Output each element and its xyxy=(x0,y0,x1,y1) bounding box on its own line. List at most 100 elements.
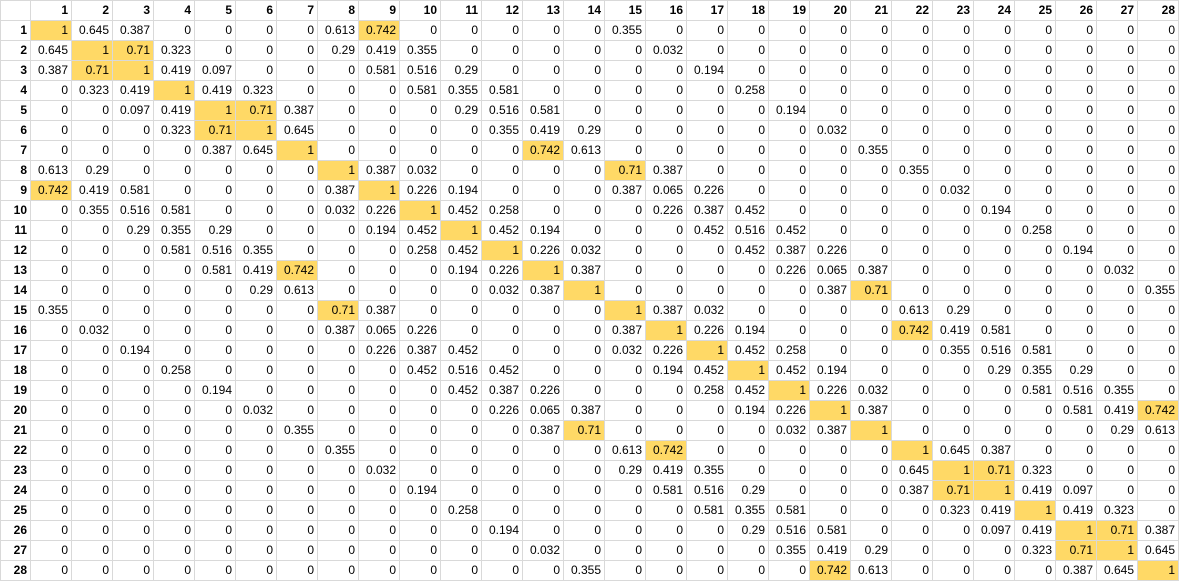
cell[interactable]: 0.387 xyxy=(809,280,851,301)
cell[interactable]: 0 xyxy=(932,360,974,381)
cell[interactable]: 0 xyxy=(194,320,236,341)
cell[interactable]: 0.452 xyxy=(727,380,769,401)
cell[interactable]: 0 xyxy=(891,20,933,41)
cell[interactable]: 0 xyxy=(973,420,1015,441)
cell[interactable]: 0 xyxy=(932,260,974,281)
cell[interactable]: 0 xyxy=(850,500,892,521)
cell[interactable]: 0 xyxy=(481,300,523,321)
cell[interactable]: 0.29 xyxy=(235,280,277,301)
cell[interactable]: 0 xyxy=(153,260,195,281)
cell[interactable]: 0 xyxy=(932,220,974,241)
cell[interactable]: 0 xyxy=(358,400,400,421)
cell[interactable]: 0 xyxy=(891,500,933,521)
cell[interactable]: 0 xyxy=(727,120,769,141)
cell[interactable]: 0 xyxy=(71,480,113,501)
cell[interactable]: 0.387 xyxy=(973,440,1015,461)
cell[interactable]: 0.29 xyxy=(850,540,892,561)
cell[interactable]: 0 xyxy=(973,180,1015,201)
cell[interactable]: 0 xyxy=(276,300,318,321)
cell[interactable]: 0 xyxy=(399,520,441,541)
cell[interactable]: 0 xyxy=(645,540,687,561)
cell[interactable]: 1 xyxy=(727,360,769,381)
cell[interactable]: 0 xyxy=(850,20,892,41)
cell[interactable]: 0.71 xyxy=(932,480,974,501)
cell[interactable]: 0.032 xyxy=(686,300,728,321)
cell[interactable]: 0 xyxy=(1055,100,1097,121)
cell[interactable]: 0.387 xyxy=(768,240,810,261)
cell[interactable]: 0 xyxy=(563,180,605,201)
cell[interactable]: 0.452 xyxy=(440,340,482,361)
cell[interactable]: 0 xyxy=(112,280,154,301)
cell[interactable]: 1 xyxy=(30,20,72,41)
cell[interactable]: 0.645 xyxy=(1096,560,1138,581)
cell[interactable]: 0 xyxy=(235,180,277,201)
cell[interactable]: 1 xyxy=(358,180,400,201)
cell[interactable]: 0.097 xyxy=(112,100,154,121)
cell[interactable]: 0.29 xyxy=(563,120,605,141)
cell[interactable]: 0.387 xyxy=(358,300,400,321)
cell[interactable]: 0 xyxy=(317,340,359,361)
cell[interactable]: 0 xyxy=(481,540,523,561)
cell[interactable]: 0.387 xyxy=(645,300,687,321)
cell[interactable]: 0.419 xyxy=(522,120,564,141)
cell[interactable]: 0.419 xyxy=(153,60,195,81)
cell[interactable]: 0 xyxy=(891,220,933,241)
column-header[interactable]: 10 xyxy=(399,0,441,21)
cell[interactable]: 0 xyxy=(358,280,400,301)
cell[interactable]: 0.581 xyxy=(522,100,564,121)
cell[interactable]: 0 xyxy=(563,100,605,121)
column-header[interactable]: 13 xyxy=(522,0,564,21)
cell[interactable]: 0 xyxy=(153,320,195,341)
cell[interactable]: 1 xyxy=(522,260,564,281)
cell[interactable]: 0 xyxy=(522,360,564,381)
cell[interactable]: 0 xyxy=(809,60,851,81)
cell[interactable]: 0 xyxy=(30,480,72,501)
cell[interactable]: 0.387 xyxy=(276,100,318,121)
row-header[interactable]: 9 xyxy=(0,180,31,201)
cell[interactable]: 0 xyxy=(317,140,359,161)
cell[interactable]: 0.258 xyxy=(686,380,728,401)
cell[interactable]: 0 xyxy=(522,480,564,501)
cell[interactable]: 0 xyxy=(686,400,728,421)
cell[interactable]: 0.452 xyxy=(481,220,523,241)
cell[interactable]: 0.355 xyxy=(1096,380,1138,401)
cell[interactable]: 0 xyxy=(112,480,154,501)
cell[interactable]: 0 xyxy=(194,300,236,321)
cell[interactable]: 0.258 xyxy=(440,500,482,521)
cell[interactable]: 0 xyxy=(522,60,564,81)
cell[interactable]: 0.613 xyxy=(850,560,892,581)
column-header[interactable]: 25 xyxy=(1014,0,1056,21)
row-header[interactable]: 8 xyxy=(0,160,31,181)
cell[interactable]: 0 xyxy=(481,160,523,181)
cell[interactable]: 0 xyxy=(1137,180,1179,201)
cell[interactable]: 0.581 xyxy=(112,180,154,201)
cell[interactable]: 0.387 xyxy=(891,480,933,501)
cell[interactable]: 0.355 xyxy=(1014,360,1056,381)
cell[interactable]: 0.29 xyxy=(1096,420,1138,441)
cell[interactable]: 0 xyxy=(1096,360,1138,381)
cell[interactable]: 0.387 xyxy=(563,260,605,281)
cell[interactable]: 0 xyxy=(1137,160,1179,181)
cell[interactable]: 0.581 xyxy=(809,520,851,541)
cell[interactable]: 0.065 xyxy=(809,260,851,281)
row-header[interactable]: 24 xyxy=(0,480,31,501)
cell[interactable]: 0 xyxy=(645,240,687,261)
cell[interactable]: 0 xyxy=(276,520,318,541)
cell[interactable]: 0 xyxy=(768,480,810,501)
cell[interactable]: 0 xyxy=(891,100,933,121)
row-header[interactable]: 17 xyxy=(0,340,31,361)
cell[interactable]: 0.355 xyxy=(850,140,892,161)
cell[interactable]: 0 xyxy=(1137,80,1179,101)
cell[interactable]: 0 xyxy=(522,180,564,201)
cell[interactable]: 0 xyxy=(973,140,1015,161)
cell[interactable]: 0 xyxy=(440,460,482,481)
cell[interactable]: 0.194 xyxy=(768,100,810,121)
cell[interactable]: 0 xyxy=(522,320,564,341)
cell[interactable]: 0 xyxy=(276,440,318,461)
cell[interactable]: 0.29 xyxy=(973,360,1015,381)
cell[interactable]: 0 xyxy=(1096,460,1138,481)
cell[interactable]: 0 xyxy=(481,60,523,81)
cell[interactable]: 0 xyxy=(1055,80,1097,101)
cell[interactable]: 0 xyxy=(153,420,195,441)
cell[interactable]: 0 xyxy=(973,400,1015,421)
